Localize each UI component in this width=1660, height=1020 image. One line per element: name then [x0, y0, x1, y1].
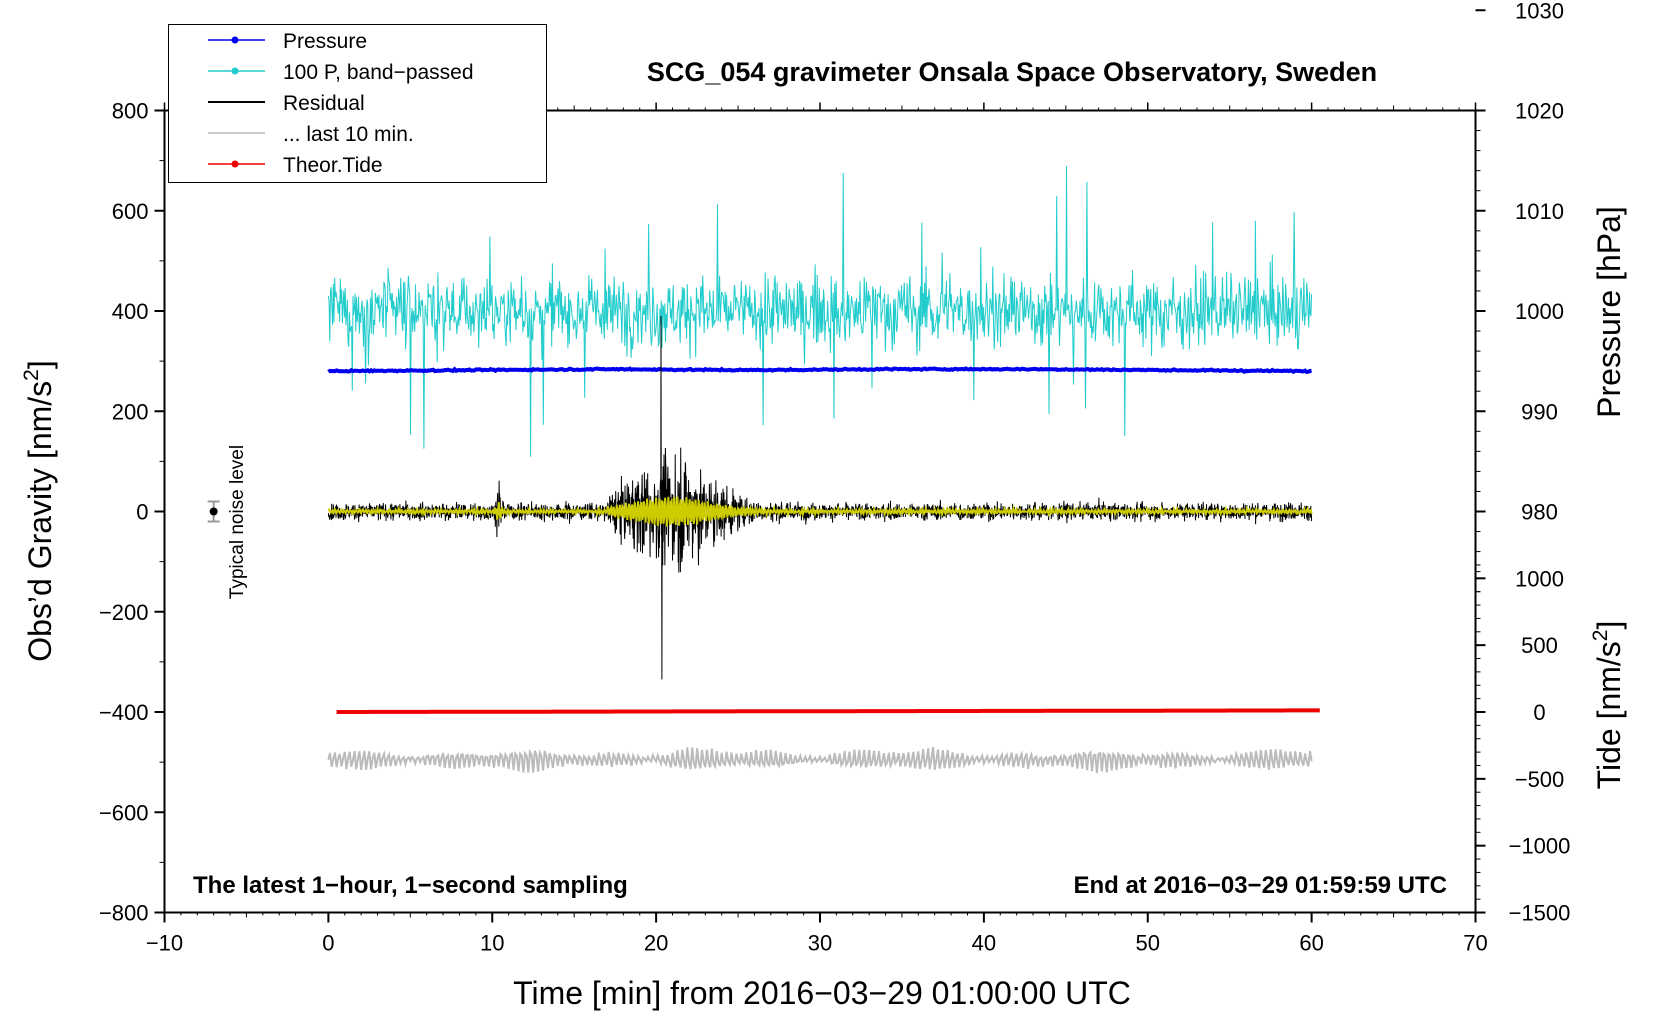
y-tick-label: 600 — [112, 199, 149, 224]
legend-box — [168, 24, 547, 183]
legend-swatch-marker — [231, 36, 239, 44]
x-tick-label: −10 — [146, 931, 183, 956]
x-tick-label: 0 — [322, 931, 334, 956]
legend-swatch-marker — [231, 160, 239, 168]
y-axis-title-left: Obs’d Gravity [nm/s2] — [20, 360, 58, 662]
x-tick-label: 70 — [1463, 931, 1487, 956]
y-tick-label: −200 — [99, 600, 149, 625]
y-tick-label: 200 — [112, 399, 149, 424]
tide-tick-label: −1500 — [1509, 901, 1571, 926]
y-axis-title-pressure: Pressure [hPa] — [1591, 206, 1627, 418]
x-tick-label: 30 — [808, 931, 832, 956]
legend-label: 100 P, band−passed — [283, 61, 474, 84]
x-tick-label: 60 — [1299, 931, 1323, 956]
pressure-tick-label: 980 — [1521, 500, 1558, 525]
y-tick-label: 800 — [112, 99, 149, 124]
series-last-10-min — [327, 747, 1313, 774]
x-tick-label: 50 — [1136, 931, 1160, 956]
tide-tick-label: 0 — [1533, 700, 1545, 725]
series-band-passed-pressure — [327, 165, 1313, 457]
tide-tick-label: −500 — [1515, 767, 1565, 792]
pressure-tick-label: 1000 — [1515, 299, 1564, 324]
y-tick-label: 400 — [112, 299, 149, 324]
y-tick-label: −600 — [99, 800, 149, 825]
series-residual-band-passed — [327, 496, 1313, 527]
legend-label: Pressure — [283, 30, 367, 53]
note-bottom-right: End at 2016−03−29 01:59:59 UTC — [1073, 872, 1447, 899]
tide-tick-label: 500 — [1521, 633, 1558, 658]
series-pressure — [327, 366, 1312, 375]
pressure-tick-label: 1030 — [1515, 0, 1564, 23]
y-axis-title-tide: Tide [nm/s2] — [1589, 621, 1627, 790]
tide-tick-label: −1000 — [1509, 834, 1571, 859]
legend-swatch-marker — [231, 67, 239, 75]
pressure-tick-label: 1020 — [1515, 99, 1564, 124]
legend-label: Residual — [283, 92, 365, 115]
series-layer — [207, 165, 1320, 774]
legend-label: ... last 10 min. — [283, 123, 414, 146]
chart-title: SCG_054 gravimeter Onsala Space Observat… — [647, 57, 1377, 87]
note-bottom-left: The latest 1−hour, 1−second sampling — [193, 872, 628, 899]
x-tick-label: 10 — [480, 931, 504, 956]
tide-tick-label: 1000 — [1515, 566, 1564, 591]
pressure-tick-label: 1010 — [1515, 199, 1564, 224]
axes-layer: −10 0 10 20 30 40 50 60 70−800−600−400−200020040… — [99, 0, 1570, 956]
noise-marker — [209, 507, 218, 516]
x-axis-title: Time [min] from 2016−03−29 01:00:00 UTC — [513, 975, 1131, 1011]
y-tick-label: 0 — [136, 500, 148, 525]
pressure-tick-label: 990 — [1521, 399, 1558, 424]
x-tick-label: 20 — [644, 931, 668, 956]
x-tick-label: 40 — [972, 931, 996, 956]
y-tick-label: −800 — [99, 901, 149, 926]
noise-level-label: Typical noise level — [227, 445, 248, 599]
y-tick-label: −400 — [99, 700, 149, 725]
legend: Pressure 100 P, band−passed Residual ... la… — [168, 24, 547, 183]
series-theoretical-tide — [336, 708, 1320, 714]
legend-label: Theor.Tide — [283, 154, 383, 177]
